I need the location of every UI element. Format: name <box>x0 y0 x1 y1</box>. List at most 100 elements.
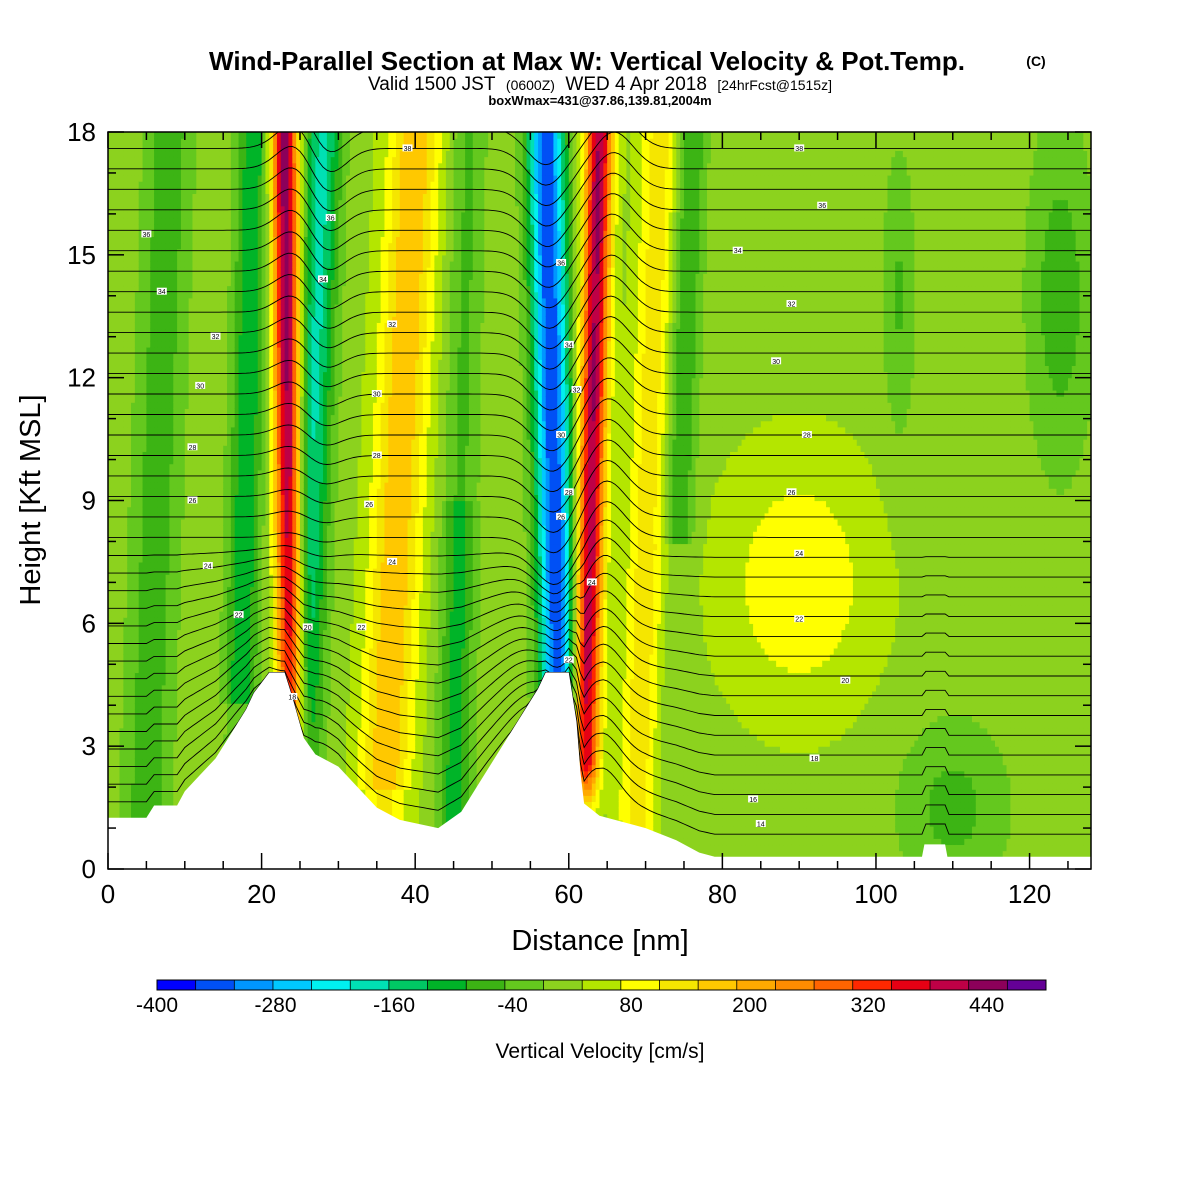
velocity-cell <box>173 353 178 360</box>
velocity-cell <box>184 377 190 385</box>
velocity-cell <box>173 340 178 348</box>
velocity-cell <box>111 647 117 655</box>
velocity-cell <box>138 635 144 643</box>
velocity-cell <box>230 260 236 268</box>
velocity-cell <box>111 144 117 152</box>
velocity-cell <box>108 187 113 195</box>
velocity-cell <box>227 518 232 526</box>
velocity-cell <box>157 770 163 778</box>
velocity-cell <box>111 260 117 268</box>
velocity-cell <box>204 303 209 311</box>
velocity-cell <box>246 187 251 195</box>
velocity-cell <box>142 273 147 280</box>
velocity-cell <box>250 660 255 667</box>
velocity-cell <box>138 660 144 667</box>
velocity-cell <box>127 402 132 409</box>
velocity-cell <box>227 580 232 588</box>
velocity-cell <box>111 574 117 581</box>
velocity-cell <box>204 475 209 483</box>
velocity-cell <box>196 482 201 489</box>
velocity-cell <box>184 451 190 459</box>
velocity-cell <box>238 709 243 717</box>
velocity-cell <box>242 684 247 692</box>
velocity-cell <box>165 758 171 766</box>
velocity-cell <box>200 267 205 274</box>
velocity-cell <box>227 697 232 704</box>
velocity-cell <box>115 408 121 416</box>
velocity-cell <box>177 598 182 606</box>
velocity-cell <box>265 654 270 661</box>
velocity-cell <box>150 611 155 618</box>
velocity-cell <box>188 635 194 643</box>
velocity-cell <box>177 181 182 188</box>
velocity-cell <box>253 248 259 256</box>
velocity-cell <box>150 703 155 710</box>
velocity-cell <box>142 592 147 600</box>
velocity-cell <box>138 598 144 606</box>
velocity-cell <box>211 279 217 287</box>
velocity-cell <box>131 635 136 643</box>
velocity-cell <box>111 267 117 274</box>
velocity-cell <box>184 494 190 502</box>
velocity-cell <box>131 371 136 379</box>
velocity-cell <box>215 248 220 256</box>
velocity-cell <box>150 574 155 581</box>
velocity-cell <box>188 525 194 532</box>
velocity-cell <box>184 211 190 219</box>
velocity-cell <box>204 531 209 538</box>
velocity-cell <box>169 162 174 170</box>
velocity-cell <box>207 334 213 342</box>
velocity-cell <box>131 199 136 207</box>
velocity-cell <box>246 242 251 250</box>
velocity-cell <box>131 525 136 532</box>
velocity-cell <box>207 574 213 581</box>
velocity-cell <box>200 273 205 280</box>
velocity-cell <box>246 291 251 299</box>
velocity-cell <box>230 254 236 262</box>
velocity-cell <box>253 359 259 366</box>
velocity-cell <box>257 340 263 348</box>
velocity-cell <box>154 475 159 483</box>
velocity-cell <box>188 303 194 311</box>
velocity-cell <box>200 488 205 495</box>
velocity-cell <box>154 525 159 532</box>
velocity-cell <box>227 647 232 655</box>
velocity-cell <box>242 217 247 225</box>
velocity-cell <box>127 389 132 397</box>
velocity-cell <box>161 525 167 532</box>
velocity-cell <box>173 457 178 465</box>
velocity-cell <box>230 568 236 575</box>
velocity-cell <box>138 230 144 238</box>
velocity-cell <box>173 230 178 238</box>
velocity-cell <box>146 537 151 545</box>
velocity-cell <box>261 432 267 440</box>
velocity-cell <box>242 359 247 366</box>
velocity-cell <box>196 181 201 188</box>
velocity-cell <box>150 715 155 723</box>
velocity-cell <box>230 297 236 305</box>
velocity-cell <box>250 426 255 434</box>
velocity-cell <box>146 377 151 385</box>
velocity-cell <box>119 310 124 317</box>
velocity-cell <box>108 611 113 618</box>
velocity-cell <box>180 752 186 760</box>
velocity-cell <box>227 346 232 354</box>
velocity-cell <box>238 156 243 164</box>
velocity-cell <box>211 475 217 483</box>
velocity-cell <box>227 389 232 397</box>
velocity-cell <box>250 260 255 268</box>
velocity-cell <box>204 432 209 440</box>
velocity-cell <box>111 285 117 293</box>
velocity-cell <box>230 690 236 698</box>
velocity-cell <box>250 555 255 563</box>
velocity-cell <box>119 641 124 649</box>
velocity-cell <box>108 469 113 477</box>
velocity-cell <box>154 199 159 207</box>
velocity-cell <box>165 592 171 600</box>
velocity-cell <box>196 193 201 201</box>
velocity-cell <box>188 353 194 360</box>
velocity-cell <box>207 592 213 600</box>
velocity-cell <box>150 291 155 299</box>
velocity-cell <box>200 445 205 452</box>
velocity-cell <box>250 346 255 354</box>
